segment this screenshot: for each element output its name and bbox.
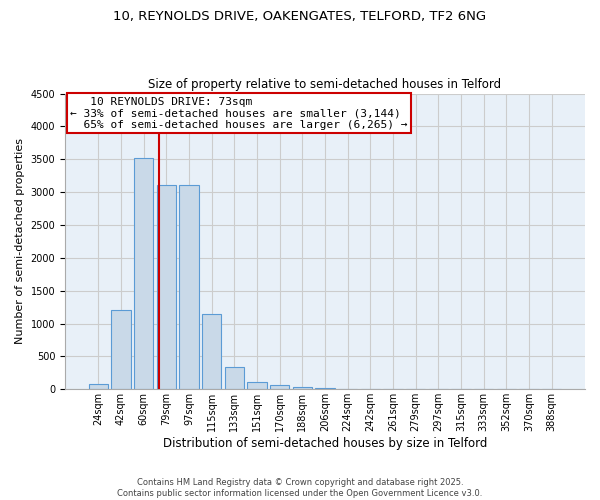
Bar — [134, 158, 153, 390]
X-axis label: Distribution of semi-detached houses by size in Telford: Distribution of semi-detached houses by … — [163, 437, 487, 450]
Y-axis label: Number of semi-detached properties: Number of semi-detached properties — [15, 138, 25, 344]
Bar — [179, 185, 199, 390]
Bar — [89, 384, 108, 390]
Text: 10, REYNOLDS DRIVE, OAKENGATES, TELFORD, TF2 6NG: 10, REYNOLDS DRIVE, OAKENGATES, TELFORD,… — [113, 10, 487, 23]
Text: 10 REYNOLDS DRIVE: 73sqm
← 33% of semi-detached houses are smaller (3,144)
  65%: 10 REYNOLDS DRIVE: 73sqm ← 33% of semi-d… — [70, 96, 408, 130]
Bar — [270, 385, 289, 390]
Text: Contains HM Land Registry data © Crown copyright and database right 2025.
Contai: Contains HM Land Registry data © Crown c… — [118, 478, 482, 498]
Title: Size of property relative to semi-detached houses in Telford: Size of property relative to semi-detach… — [148, 78, 502, 91]
Bar — [157, 185, 176, 390]
Bar — [293, 387, 312, 390]
Bar — [247, 382, 266, 390]
Bar — [338, 388, 358, 390]
Bar — [224, 367, 244, 390]
Bar — [112, 310, 131, 390]
Bar — [316, 388, 335, 390]
Bar — [202, 314, 221, 390]
